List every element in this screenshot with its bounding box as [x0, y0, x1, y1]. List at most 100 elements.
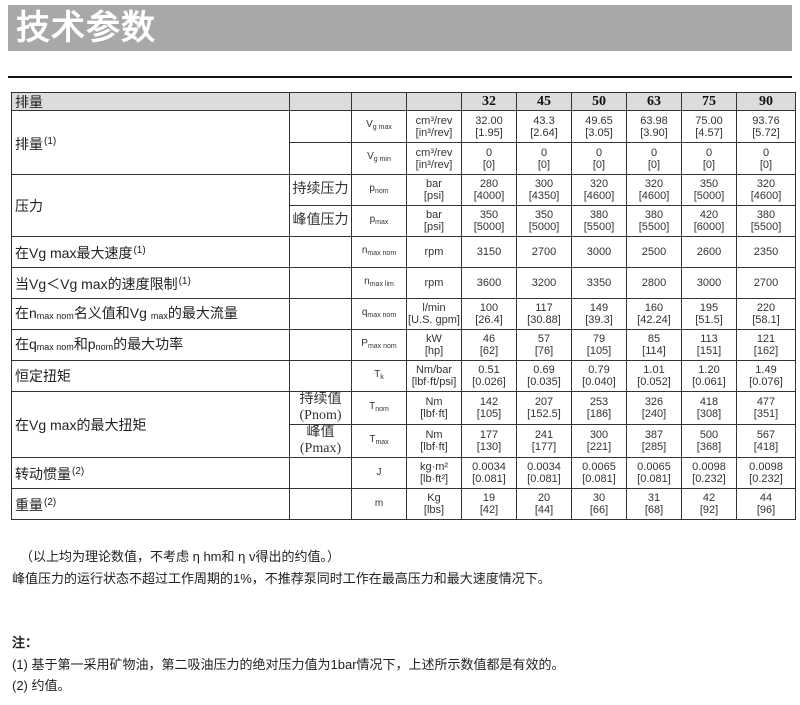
- table-row: 在Vg max的最大扭矩 持续值 (Pnom) Tnom Nm [lbf·ft] 142 [1…: [11, 391, 796, 458]
- value-cell: 149 [39.3]: [571, 298, 627, 330]
- value-cell: 2350: [736, 236, 796, 268]
- row-label: 转动惯量(2): [11, 457, 290, 489]
- row-unit: bar [psi]: [406, 205, 462, 237]
- value-cell: 500 [368]: [681, 424, 737, 458]
- value-cell: 44 [96]: [736, 488, 796, 520]
- value-cell: 320 [4600]: [736, 174, 796, 206]
- value-cell: 0 [0]: [681, 142, 737, 175]
- value-cell: 19 [42]: [461, 488, 517, 520]
- value-cell: 1.49 [0.076]: [736, 360, 796, 392]
- value-cell: 3000: [571, 236, 627, 268]
- value-cell: 3200: [516, 267, 572, 299]
- value-cell: 350 [5000]: [516, 205, 572, 237]
- row-symbol: Tk: [351, 360, 407, 392]
- value-cell: 241 [177]: [516, 424, 572, 458]
- header-size: 90: [736, 92, 796, 111]
- table-row: 恒定扭矩 Tk Nm/bar [lbf·ft/psi] 0.51 [0.026] 0.69[…: [11, 360, 796, 392]
- row-symbol: nmax nom: [351, 236, 407, 268]
- value-cell: 220 [58.1]: [736, 298, 796, 330]
- value-cell: 300 [221]: [571, 424, 627, 458]
- value-cell: 2700: [736, 267, 796, 299]
- value-cell: 0 [0]: [736, 142, 796, 175]
- row-sublabel: [289, 142, 352, 175]
- value-cell: 195 [51.5]: [681, 298, 737, 330]
- row-unit: cm³/rev [in³/rev]: [406, 110, 462, 143]
- value-cell: 32.00 [1.95]: [461, 110, 517, 143]
- footnote-ref: (2): [72, 466, 85, 477]
- note-1: (1) 基于第一采用矿物油，第二吸油压力的绝对压力值为1bar情况下，上述所示数…: [12, 657, 565, 672]
- value-cell: 2500: [626, 236, 682, 268]
- table-row: 重量(2) m Kg [lbs] 19 [42] 20 [44] 30 [66] 31 [68] 42[…: [11, 488, 796, 520]
- row-sublabel: [289, 457, 352, 489]
- value-cell: 63.98 [3.90]: [626, 110, 682, 143]
- value-cell: 0.79 [0.040]: [571, 360, 627, 392]
- table-header-row: 排量 32 45 50 63 75 90: [11, 92, 796, 111]
- value-cell: 0 [0]: [626, 142, 682, 175]
- value-cell: 42 [92]: [681, 488, 737, 520]
- row-symbol: nmax lim: [351, 267, 407, 299]
- row-unit: Nm [lbf·ft]: [406, 424, 462, 458]
- row-sublabel: [289, 267, 352, 299]
- header-size: 63: [626, 92, 682, 111]
- row-symbol: Pmax nom: [351, 329, 407, 361]
- table-row: 排量(1) Vg max cm³/rev [in³/rev] 32.00 [1.95] 43…: [11, 110, 796, 175]
- row-symbol: pmax: [351, 205, 407, 237]
- header-size: 32: [461, 92, 517, 111]
- value-cell: 100 [26.4]: [461, 298, 517, 330]
- value-cell: 49.65 [3.05]: [571, 110, 627, 143]
- row-symbol: m: [351, 488, 407, 520]
- row-label: 在Vg max的最大扭矩: [11, 391, 290, 458]
- row-symbol: pnom: [351, 174, 407, 206]
- row-sublabel: [289, 329, 352, 361]
- notes-heading: 注：: [12, 635, 39, 650]
- value-cell: 93.76 [5.72]: [736, 110, 796, 143]
- row-symbol: Tmax: [351, 424, 407, 458]
- value-cell: 0.0065 [0.081]: [571, 457, 627, 489]
- value-cell: 387 [285]: [626, 424, 682, 458]
- value-cell: 85 [114]: [626, 329, 682, 361]
- table-row: 压力 持续压力 pnom bar [psi] 280 [4000] 300 [4350] 320[…: [11, 174, 796, 237]
- value-cell: 380 [5500]: [571, 205, 627, 237]
- row-unit: Nm/bar [lbf·ft/psi]: [406, 360, 462, 392]
- row-label: 压力: [11, 174, 290, 237]
- table-row: 在Vg max最大速度(1) nmax nom rpm 3150 2700 3000 250…: [11, 236, 796, 268]
- row-unit: Kg [lbs]: [406, 488, 462, 520]
- remark-2: 峰值压力的运行状态不超过工作周期的1%，不推荐泵同时工作在最高压力和最大速度情况…: [12, 571, 551, 586]
- value-cell: 350 [5000]: [681, 174, 737, 206]
- row-label: 重量(2): [11, 488, 290, 520]
- value-cell: 43.3 [2.64]: [516, 110, 572, 143]
- value-cell: 2700: [516, 236, 572, 268]
- value-cell: 380 [5500]: [626, 205, 682, 237]
- header-blank: [289, 92, 352, 111]
- header-blank: [406, 92, 462, 111]
- value-cell: 3150: [461, 236, 517, 268]
- value-cell: 0.69 [0.035]: [516, 360, 572, 392]
- value-cell: 280 [4000]: [461, 174, 517, 206]
- divider: [8, 76, 792, 78]
- row-sublabel: [289, 360, 352, 392]
- row-unit: rpm: [406, 236, 462, 268]
- page-title: 技术参数: [16, 9, 156, 47]
- row-label: 排量(1): [11, 110, 290, 175]
- row-unit: rpm: [406, 267, 462, 299]
- row-unit: cm³/rev [in³/rev]: [406, 142, 462, 175]
- value-cell: 20 [44]: [516, 488, 572, 520]
- value-cell: 1.20 [0.061]: [681, 360, 737, 392]
- value-cell: 113 [151]: [681, 329, 737, 361]
- value-cell: 31 [68]: [626, 488, 682, 520]
- row-sublabel: 持续值 (Pnom): [289, 391, 352, 425]
- value-cell: 0.0098 [0.232]: [681, 457, 737, 489]
- value-cell: 160 [42.24]: [626, 298, 682, 330]
- value-cell: 380 [5500]: [736, 205, 796, 237]
- value-cell: 0 [0]: [516, 142, 572, 175]
- row-sublabel: [289, 488, 352, 520]
- row-sublabel: [289, 110, 352, 143]
- footnote-ref: (1): [133, 245, 146, 256]
- row-sublabel: [289, 298, 352, 330]
- row-unit: l/min [U.S. gpm]: [406, 298, 462, 330]
- value-cell: 79 [105]: [571, 329, 627, 361]
- row-unit: Nm [lbf·ft]: [406, 391, 462, 425]
- row-label: 在nmax nom名义值和Vg max的最大流量: [11, 298, 290, 330]
- row-unit: kg·m² [lb·ft²]: [406, 457, 462, 489]
